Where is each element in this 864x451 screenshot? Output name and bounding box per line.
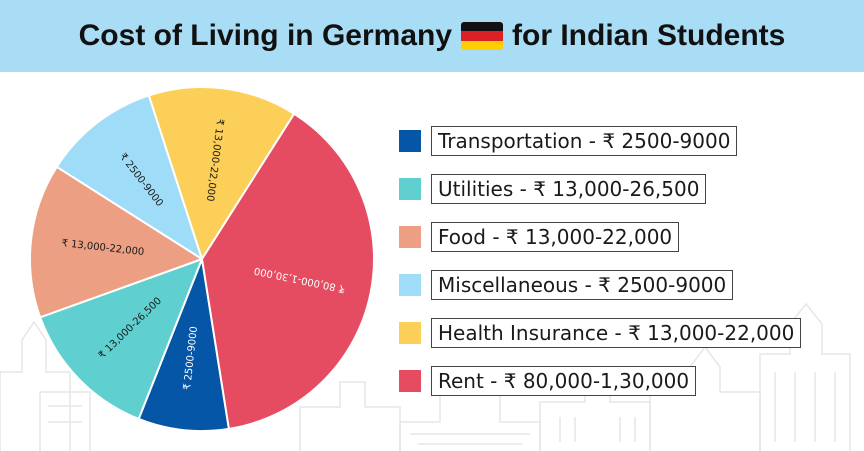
pie-slice-3 bbox=[55, 94, 204, 262]
germany-flag-icon bbox=[461, 22, 504, 50]
legend-swatch bbox=[399, 370, 421, 392]
legend-swatch bbox=[399, 130, 421, 152]
flag-stripe-gold bbox=[461, 40, 504, 50]
legend-swatch bbox=[399, 226, 421, 248]
legend-item: Food - ₹ 13,000-22,000 bbox=[396, 222, 846, 252]
page-title-part-2: for Indian Students bbox=[512, 19, 786, 52]
legend-label: Transportation - ₹ 2500-9000 bbox=[431, 126, 738, 156]
legend-item: Rent - ₹ 80,000-1,30,000 bbox=[396, 366, 846, 396]
legend-label: Utilities - ₹ 13,000-26,500 bbox=[431, 174, 707, 204]
legend-label: Health Insurance - ₹ 13,000-22,000 bbox=[431, 318, 802, 348]
pie-slice-2 bbox=[29, 165, 205, 319]
legend-label: Miscellaneous - ₹ 2500-9000 bbox=[431, 270, 734, 300]
legend-item: Health Insurance - ₹ 13,000-22,000 bbox=[396, 318, 846, 348]
legend-item: Transportation - ₹ 2500-9000 bbox=[396, 126, 846, 156]
legend-item: Utilities - ₹ 13,000-26,500 bbox=[396, 174, 846, 204]
flag-stripe-black bbox=[461, 22, 504, 32]
pie-slice-5 bbox=[200, 112, 375, 431]
title-bar: Cost of Living in Germany for Indian Stu… bbox=[0, 0, 864, 72]
legend-label: Rent - ₹ 80,000-1,30,000 bbox=[431, 366, 697, 396]
legend-item: Miscellaneous - ₹ 2500-9000 bbox=[396, 270, 846, 300]
pie-slice-4 bbox=[147, 86, 296, 262]
page-title-part-1: Cost of Living in Germany bbox=[78, 19, 453, 52]
legend-swatch bbox=[399, 274, 421, 296]
legend-swatch bbox=[399, 322, 421, 344]
pie-slice-0 bbox=[137, 255, 231, 432]
legend-label: Food - ₹ 13,000-22,000 bbox=[431, 222, 680, 252]
flag-stripe-red bbox=[461, 31, 504, 41]
pie-chart: ₹ 2500-9000₹ 13,000-26,500₹ 13,000-22,00… bbox=[29, 86, 375, 432]
pie-slice-1 bbox=[38, 257, 204, 421]
legend-swatch bbox=[399, 178, 421, 200]
